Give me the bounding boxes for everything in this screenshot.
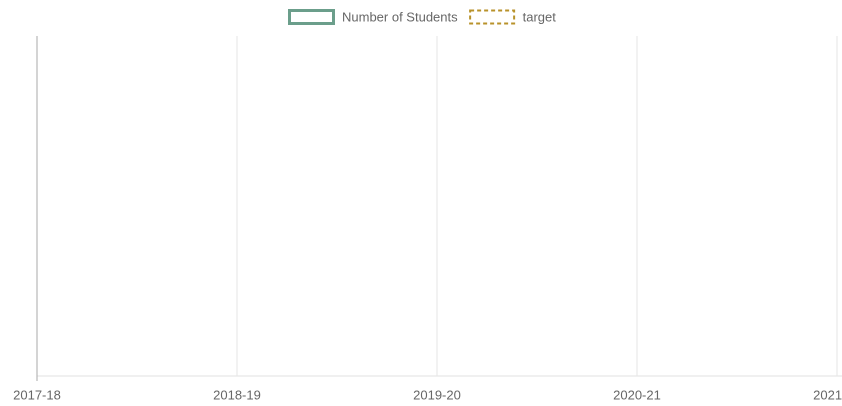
legend-swatch bbox=[469, 9, 516, 25]
x-tick-label: 2020-21 bbox=[613, 387, 661, 402]
x-tick-label: 2019-20 bbox=[413, 387, 461, 402]
legend-swatch bbox=[288, 9, 335, 25]
x-tick-label: 2018-19 bbox=[213, 387, 261, 402]
x-tick-label: 2017-18 bbox=[13, 387, 61, 402]
legend-label: target bbox=[523, 9, 557, 24]
legend-label: Number of Students bbox=[342, 9, 458, 24]
x-tick-label: 2021-22 bbox=[813, 387, 842, 402]
